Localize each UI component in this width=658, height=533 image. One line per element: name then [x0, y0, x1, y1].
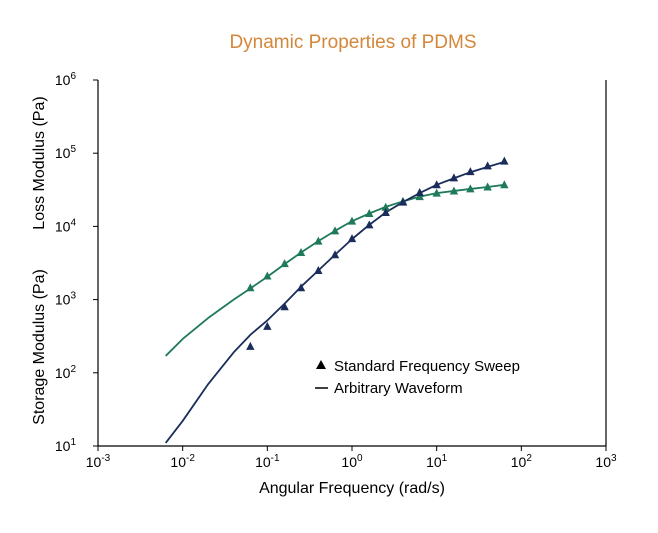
y-tick-label: 101 — [55, 437, 77, 454]
storage-curve-line — [164, 161, 505, 444]
storage-points-marker — [483, 161, 492, 170]
loss-points-marker — [415, 192, 424, 201]
storage-points-marker — [466, 167, 475, 176]
storage-points-marker — [330, 250, 340, 259]
y-tick-label: 104 — [55, 217, 77, 234]
chart-title: Dynamic Properties of PDMS — [229, 32, 476, 53]
storage-points-marker — [415, 188, 424, 197]
storage-points-marker — [432, 180, 441, 189]
storage-points-marker — [263, 321, 272, 330]
storage-points-marker — [246, 341, 255, 350]
storage-points-marker — [347, 234, 357, 243]
x-tick-label: 10-1 — [255, 453, 280, 470]
legend-triangle-marker — [316, 360, 326, 369]
loss-points-marker — [280, 259, 289, 268]
x-tick-label: 102 — [511, 453, 533, 470]
storage-points-marker — [500, 156, 509, 165]
loss-points-marker — [246, 283, 255, 292]
storage-points-marker — [398, 197, 408, 206]
loss-points-marker — [466, 184, 475, 193]
storage-points-marker — [449, 173, 459, 182]
loss-points-marker — [500, 180, 509, 189]
legend: Standard Frequency Sweep Arbitrary Wavef… — [315, 358, 520, 397]
x-tick-label: 103 — [595, 453, 617, 470]
x-tick-label: 100 — [341, 453, 363, 470]
x-tick-label: 10-3 — [86, 453, 111, 470]
y-tick-label: 105 — [55, 144, 77, 161]
loss-points-marker — [314, 236, 323, 245]
loss-points-marker — [432, 188, 441, 197]
storage-points-marker — [314, 265, 323, 274]
x-tick-label: 101 — [426, 453, 448, 470]
storage-points-marker — [296, 283, 306, 292]
legend-label-arbitrary-waveform: Arbitrary Waveform — [334, 380, 463, 397]
loss-points-marker — [449, 186, 459, 195]
x-tick-label: 10-2 — [170, 453, 195, 470]
tick-labels: 10-3 10-2 10-1 100 101 102 103 101 102 103 104 105 1… — [55, 71, 617, 470]
loss-points-marker — [263, 271, 272, 280]
series-layer — [164, 156, 509, 444]
storage-points-marker — [381, 207, 390, 216]
x-axis-label: Angular Frequency (rad/s) — [259, 480, 445, 497]
loss-points-marker — [296, 247, 306, 256]
y-axis-label-loss: Loss Modulus (Pa) — [31, 96, 48, 229]
legend-label-standard-sweep: Standard Frequency Sweep — [334, 358, 520, 375]
loss-curve-line — [165, 183, 505, 357]
storage-points-marker — [280, 302, 289, 311]
loss-points-marker — [365, 209, 374, 218]
loss-points-marker — [381, 202, 390, 211]
tick-marks — [93, 79, 607, 451]
loss-points-marker — [330, 226, 340, 235]
loss-points-marker — [347, 216, 357, 225]
y-tick-label: 103 — [55, 291, 77, 308]
loss-points-marker — [483, 182, 492, 191]
y-tick-label: 106 — [55, 71, 77, 88]
y-tick-label: 102 — [55, 364, 77, 381]
storage-points-marker — [365, 220, 374, 229]
y-axis-label-storage: Storage Modulus (Pa) — [31, 269, 48, 425]
